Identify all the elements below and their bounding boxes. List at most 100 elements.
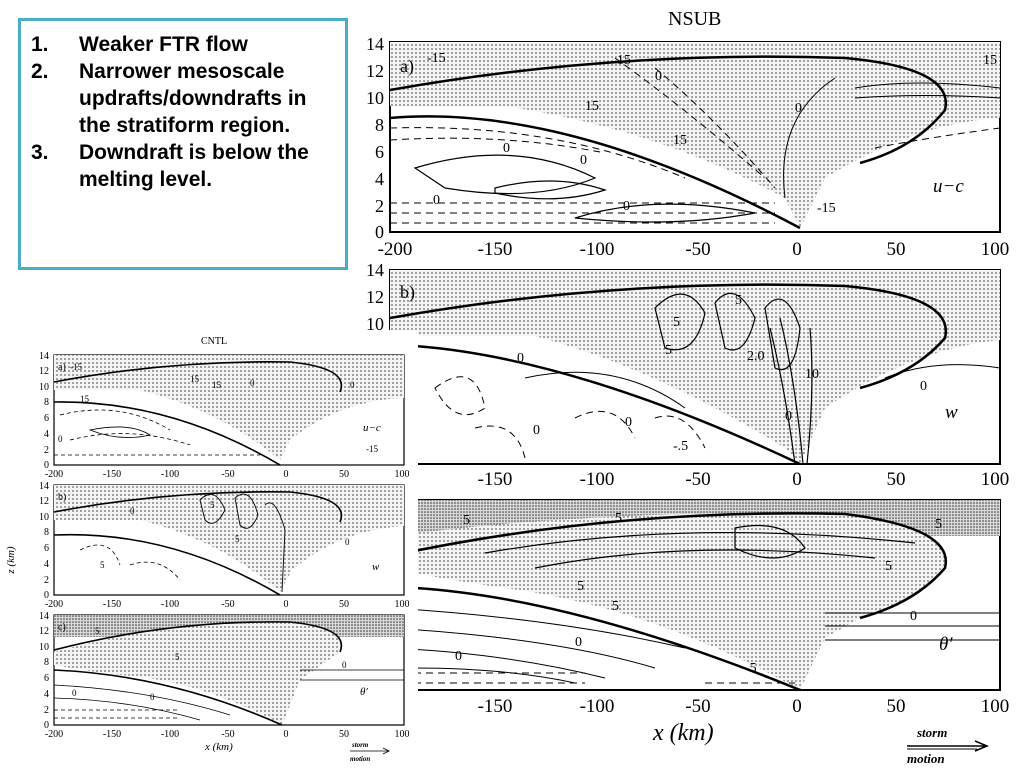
contour-label: 15 bbox=[673, 133, 687, 148]
x-tick-label: 50 bbox=[887, 696, 906, 717]
motion-label: motion bbox=[907, 751, 945, 766]
nsub-panel-a-y-ticks: 0 2 4 6 8 10 12 14 bbox=[366, 34, 384, 242]
nsub-panel-a-x-ticks: -200 -150 -100 -50 0 50 100 bbox=[378, 239, 1010, 260]
x-tick-label: -150 bbox=[103, 729, 121, 740]
cntl-x-axis-label: x (km) bbox=[204, 741, 233, 753]
y-tick-label: 4 bbox=[375, 169, 384, 189]
cntl-storm-motion: storm motion bbox=[350, 741, 390, 763]
contour-label: -15 bbox=[817, 201, 836, 216]
y-tick-label: 6 bbox=[375, 142, 384, 162]
contour-label: 5 bbox=[95, 626, 100, 636]
y-tick-label: 14 bbox=[39, 611, 49, 622]
y-tick-label: 6 bbox=[44, 543, 49, 554]
x-tick-label: 50 bbox=[339, 729, 349, 740]
cntl-title: CNTL bbox=[201, 336, 227, 347]
y-tick-label: 8 bbox=[44, 657, 49, 668]
contour-label: -.5 bbox=[673, 439, 688, 454]
contour-label: -15 bbox=[366, 444, 378, 454]
y-tick-label: 14 bbox=[39, 481, 49, 492]
nsub-panel-a: -15 15 0 15 15 0 15 0 0 0 0 -15 a) u−c 0… bbox=[366, 34, 1009, 260]
x-tick-label: -50 bbox=[685, 239, 710, 260]
contour-label: 15 bbox=[983, 53, 997, 68]
nsub-panel-c-x-ticks: -150 -100 -50 0 50 100 bbox=[478, 696, 1010, 717]
x-tick-label: 50 bbox=[339, 469, 349, 480]
y-tick-label: 0 bbox=[375, 222, 384, 242]
contour-label: 0 bbox=[150, 692, 155, 702]
contour-label: 0 bbox=[655, 69, 662, 84]
contour-label: 5 bbox=[673, 315, 680, 330]
cntl-panel-b-contour-labels: 0 5 5 5 0 bbox=[100, 500, 350, 570]
finding-item: 2. Narrower mesoscale updrafts/downdrafts… bbox=[31, 58, 335, 139]
x-tick-label: 0 bbox=[284, 729, 289, 740]
y-tick-label: 8 bbox=[375, 115, 384, 135]
x-tick-label: -100 bbox=[580, 469, 615, 490]
x-tick-label: 50 bbox=[339, 599, 349, 610]
y-tick-label: 2 bbox=[44, 705, 49, 716]
y-tick-label: 10 bbox=[39, 642, 49, 653]
x-tick-label: 100 bbox=[395, 469, 410, 480]
cntl-figure: -15 15 15 0 0 -15 15 0 a) u−c 0 2 4 6 8 … bbox=[0, 330, 418, 768]
contour-label: 0 bbox=[345, 537, 350, 547]
x-tick-label: 100 bbox=[395, 599, 410, 610]
cntl-panel-a: -15 15 15 0 0 -15 15 0 a) u−c 0 2 4 6 8 … bbox=[39, 351, 410, 480]
nsub-panel-a-contour-labels: -15 15 0 15 15 0 15 0 0 0 0 -15 bbox=[427, 51, 997, 216]
x-tick-label: -50 bbox=[685, 469, 710, 490]
x-tick-label: 50 bbox=[887, 239, 906, 260]
x-tick-label: -200 bbox=[45, 469, 63, 480]
y-tick-label: 12 bbox=[39, 496, 49, 507]
nsub-panel-c-contour-labels: 5 5 5 5 5 5 0 0 0 -5 bbox=[455, 511, 942, 676]
y-tick-label: 14 bbox=[366, 260, 384, 280]
contour-label: 15 bbox=[585, 99, 599, 114]
cntl-panel-b-y-ticks: 0 2 4 6 8 10 12 14 bbox=[39, 481, 49, 601]
y-tick-label: 12 bbox=[366, 61, 384, 81]
contour-label: 0 bbox=[503, 141, 510, 156]
storm-label: storm bbox=[917, 725, 948, 740]
x-tick-label: -150 bbox=[103, 469, 121, 480]
nsub-panel-c-variable: θ′ bbox=[939, 634, 953, 655]
contour-label: 2.0 bbox=[747, 349, 765, 364]
contour-label: 15 bbox=[212, 380, 222, 390]
y-tick-label: 10 bbox=[39, 512, 49, 523]
cntl-panel-c-y-ticks: 0 2 4 6 8 10 12 14 bbox=[39, 611, 49, 731]
cntl-panel-b-variable: w bbox=[372, 561, 380, 573]
x-tick-label: -150 bbox=[478, 696, 513, 717]
cntl-panel-c: 5 5 0 0 0 c) θ′ 0 2 4 6 8 10 12 14 -200 … bbox=[39, 611, 410, 740]
y-tick-label: 2 bbox=[44, 575, 49, 586]
x-tick-label: 0 bbox=[792, 469, 802, 490]
nsub-storm-motion: storm motion bbox=[905, 725, 995, 766]
y-tick-label: 10 bbox=[39, 382, 49, 393]
cntl-figure-svg: -15 15 15 0 0 -15 15 0 a) u−c 0 2 4 6 8 … bbox=[0, 330, 418, 768]
contour-label: 0 bbox=[250, 378, 255, 388]
contour-label: 0 bbox=[342, 660, 347, 670]
nsub-panel-b-tag: b) bbox=[400, 282, 415, 303]
finding-number: 1. bbox=[31, 33, 49, 56]
storm-arrow-icon bbox=[350, 747, 390, 755]
y-tick-label: 10 bbox=[366, 314, 384, 334]
contour-label: 0 bbox=[130, 506, 135, 516]
contour-label: 0 bbox=[575, 635, 582, 650]
contour-label: 0 bbox=[433, 193, 440, 208]
x-tick-label: -100 bbox=[161, 599, 179, 610]
cntl-panel-a-variable: u−c bbox=[363, 422, 381, 434]
contour-label: 0 bbox=[625, 415, 632, 430]
y-tick-label: 12 bbox=[39, 626, 49, 637]
nsub-figure-svg: -15 15 0 15 15 0 15 0 0 0 0 -15 a) u−c 0… bbox=[366, 34, 1010, 746]
contour-label: 5 bbox=[100, 560, 105, 570]
contour-label: 0 bbox=[920, 379, 927, 394]
x-tick-label: -200 bbox=[378, 239, 413, 260]
contour-label: 5 bbox=[615, 511, 622, 526]
y-tick-label: 2 bbox=[375, 196, 384, 216]
x-tick-label: 0 bbox=[792, 696, 802, 717]
x-tick-label: 50 bbox=[887, 469, 906, 490]
contour-label: 0 bbox=[455, 649, 462, 664]
contour-label: 5 bbox=[665, 343, 672, 358]
contour-label: 5 bbox=[935, 517, 942, 532]
storm-arrow-icon bbox=[907, 740, 989, 752]
contour-label: 5 bbox=[175, 652, 180, 662]
cntl-panel-c-tag: c) bbox=[58, 622, 66, 633]
cntl-panel-a-y-ticks: 0 2 4 6 8 10 12 14 bbox=[39, 351, 49, 471]
x-tick-label: -150 bbox=[478, 469, 513, 490]
y-tick-label: 4 bbox=[44, 429, 49, 440]
x-tick-label: -200 bbox=[45, 729, 63, 740]
storm-label: storm bbox=[351, 741, 369, 749]
